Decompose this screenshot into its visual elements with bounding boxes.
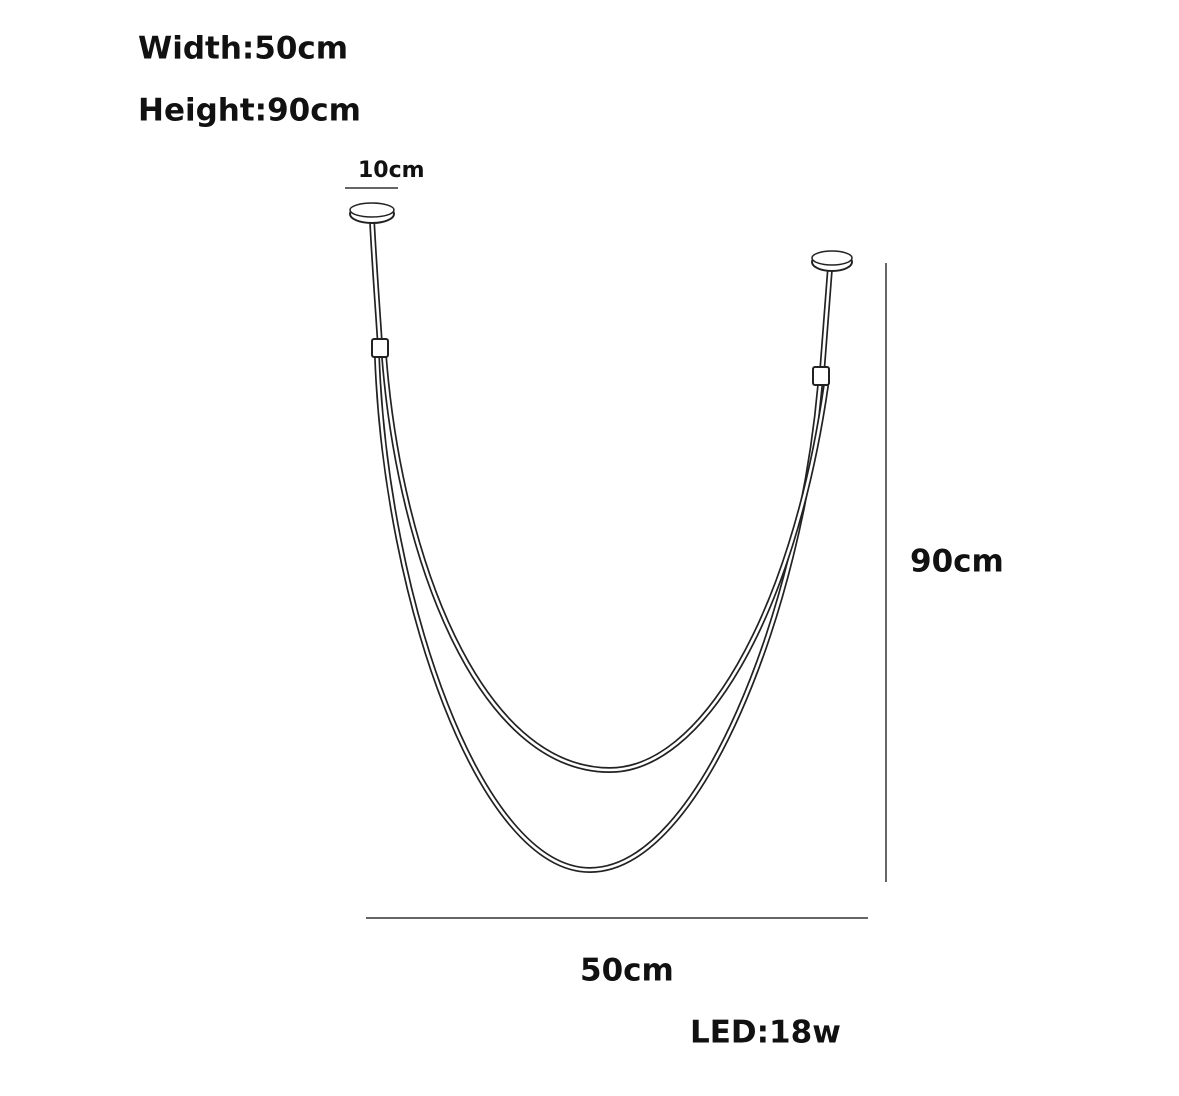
canopy bbox=[349, 202, 395, 218]
power-label: LED:18w bbox=[690, 1015, 841, 1051]
canopy bbox=[811, 250, 853, 266]
cable bbox=[370, 218, 382, 347]
lamp-drawing bbox=[349, 202, 853, 874]
connector bbox=[812, 366, 830, 386]
outer-loop bbox=[375, 354, 822, 872]
cable bbox=[820, 266, 832, 374]
width-spec: Width:50cm bbox=[138, 31, 348, 67]
connector bbox=[371, 338, 389, 358]
canopy-label: 10cm bbox=[358, 158, 425, 183]
inner-loop bbox=[382, 354, 828, 772]
height-label: 90cm bbox=[910, 544, 1004, 580]
height-spec: Height:90cm bbox=[138, 93, 361, 129]
width-label: 50cm bbox=[580, 953, 674, 989]
